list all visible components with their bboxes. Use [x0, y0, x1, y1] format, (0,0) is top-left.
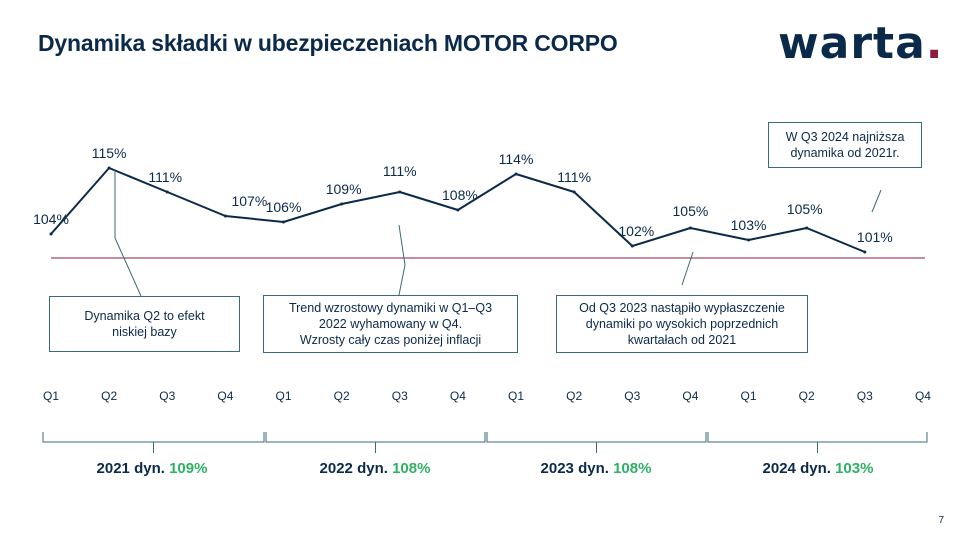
year-label-text: 2021 dyn.	[96, 460, 165, 477]
x-tick-label: Q1	[741, 389, 757, 403]
callout-connector	[398, 264, 406, 296]
callout-connector	[398, 224, 406, 266]
data-point	[107, 166, 111, 170]
year-bracket	[265, 432, 486, 453]
callout-line: Dynamika Q2 to efekt	[84, 309, 205, 323]
data-label: 106%	[266, 199, 302, 215]
data-label: 108%	[442, 187, 478, 203]
data-label: 111%	[148, 169, 182, 185]
data-point	[398, 190, 402, 194]
x-tick-label: Q1	[276, 389, 292, 403]
year-bracket	[707, 432, 928, 453]
year-value: 103%	[835, 460, 874, 477]
callout-2023-flattening: Od Q3 2023 nastąpiło wypłaszczenie dynami…	[556, 295, 808, 353]
callout-line: Od Q3 2023 nastąpiło wypłaszczenie	[579, 301, 785, 315]
year-label-text: 2024 dyn.	[762, 460, 831, 477]
callout-connector	[681, 251, 694, 286]
x-tick-label: Q4	[217, 389, 233, 403]
callout-line: niskiej bazy	[112, 325, 177, 339]
year-summary-2021: 2021 dyn. 109%	[62, 460, 242, 477]
year-summary-2023: 2023 dyn. 108%	[506, 460, 686, 477]
x-tick-label: Q2	[799, 389, 815, 403]
year-label-text: 2023 dyn.	[540, 460, 609, 477]
x-tick-label: Q3	[624, 389, 640, 403]
year-label-text: 2022 dyn.	[319, 460, 388, 477]
x-tick-label: Q3	[392, 389, 408, 403]
page-title: Dynamika składki w ubezpieczeniach MOTOR…	[38, 30, 618, 56]
data-point	[514, 172, 518, 176]
data-point	[688, 226, 692, 230]
data-point	[165, 190, 169, 194]
year-value: 109%	[169, 460, 208, 477]
callout-q3-2024-lowest: W Q3 2024 najniższa dynamika od 2021r.	[768, 122, 922, 168]
callout-line: 2022 wyhamowany w Q4.	[318, 317, 463, 331]
data-label: 114%	[499, 151, 534, 167]
data-point	[863, 250, 867, 254]
logo-dot: .	[925, 18, 944, 69]
year-bracket	[486, 432, 707, 453]
data-point	[747, 238, 751, 242]
data-point	[340, 202, 344, 206]
year-value: 108%	[392, 460, 431, 477]
year-summary-2022: 2022 dyn. 108%	[285, 460, 465, 477]
data-point	[572, 190, 576, 194]
callout-line: Wzrosty cały czas poniżej inflacji	[299, 333, 482, 347]
callout-connector	[114, 237, 142, 297]
data-label: 101%	[857, 229, 893, 245]
x-tick-label: Q2	[101, 389, 117, 403]
callout-line: dynamika od 2021r.	[790, 146, 900, 160]
callout-line: kwartałach od 2021	[627, 333, 737, 347]
data-label: 107%	[231, 193, 267, 209]
data-label: 111%	[557, 169, 591, 185]
callout-connector	[871, 189, 882, 213]
x-tick-label: Q1	[43, 389, 59, 403]
year-summary-2024: 2024 dyn. 103%	[728, 460, 908, 477]
x-tick-label: Q2	[566, 389, 582, 403]
warta-logo: warta.	[778, 18, 943, 70]
x-tick-label: Q3	[159, 389, 175, 403]
data-point	[630, 244, 634, 248]
x-tick-label: Q2	[334, 389, 350, 403]
data-point	[223, 214, 227, 218]
data-label: 102%	[618, 223, 654, 239]
data-point	[805, 226, 809, 230]
data-point	[456, 208, 460, 212]
data-label: 111%	[383, 163, 417, 179]
x-tick-label: Q3	[857, 389, 873, 403]
logo-text: warta	[778, 18, 926, 69]
data-label: 103%	[731, 217, 767, 233]
year-value: 108%	[613, 460, 652, 477]
x-tick-label: Q1	[508, 389, 524, 403]
callout-line: Trend wzrostowy dynamiki w Q1–Q3	[288, 301, 493, 315]
x-tick-label: Q4	[450, 389, 466, 403]
data-label: 104%	[33, 211, 69, 227]
data-label: 105%	[673, 203, 709, 219]
callout-2022-trend: Trend wzrostowy dynamiki w Q1–Q3 2022 wyh…	[263, 295, 518, 353]
x-tick-label: Q4	[915, 389, 931, 403]
year-bracket	[42, 432, 265, 453]
x-tick-label: Q4	[682, 389, 698, 403]
data-label: 105%	[787, 201, 823, 217]
callout-q2-low-base: Dynamika Q2 to efekt niskiej bazy	[49, 296, 240, 352]
data-label: 115%	[92, 145, 127, 161]
callout-line: dynamiki po wysokich poprzednich	[585, 317, 779, 331]
page-number: 7	[938, 515, 944, 526]
callout-line: W Q3 2024 najniższa	[785, 130, 905, 144]
data-label: 109%	[326, 181, 362, 197]
data-point	[49, 232, 53, 236]
data-point	[282, 220, 286, 224]
